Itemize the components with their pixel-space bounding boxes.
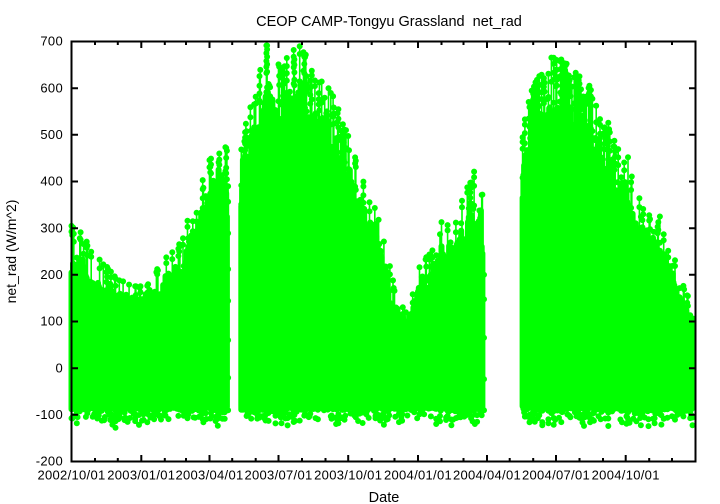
svg-text:2002/10/01: 2002/10/01 xyxy=(37,468,105,483)
svg-text:600: 600 xyxy=(40,80,63,95)
svg-text:-200: -200 xyxy=(36,454,63,469)
svg-text:200: 200 xyxy=(40,267,63,282)
svg-text:300: 300 xyxy=(40,220,63,235)
svg-text:0: 0 xyxy=(55,360,63,375)
svg-text:2003/04/01: 2003/04/01 xyxy=(175,468,243,483)
svg-text:Date: Date xyxy=(369,490,400,504)
svg-text:500: 500 xyxy=(40,127,63,142)
svg-text:100: 100 xyxy=(40,314,63,329)
svg-text:2003/01/01: 2003/01/01 xyxy=(107,468,175,483)
svg-text:2004/10/01: 2004/10/01 xyxy=(592,468,660,483)
svg-text:400: 400 xyxy=(40,174,63,189)
svg-text:2004/07/01: 2004/07/01 xyxy=(522,468,590,483)
svg-text:2004/04/01: 2004/04/01 xyxy=(453,468,521,483)
svg-text:net_rad (W/m^2): net_rad (W/m^2) xyxy=(3,200,19,304)
svg-text:2003/10/01: 2003/10/01 xyxy=(314,468,382,483)
svg-text:2004/01/01: 2004/01/01 xyxy=(384,468,452,483)
svg-text:2003/07/01: 2003/07/01 xyxy=(244,468,312,483)
svg-text:CEOP CAMP-Tongyu Grassland ne: CEOP CAMP-Tongyu Grassland net_rad xyxy=(256,14,522,30)
svg-text:-100: -100 xyxy=(36,407,63,422)
svg-text:700: 700 xyxy=(40,34,63,49)
